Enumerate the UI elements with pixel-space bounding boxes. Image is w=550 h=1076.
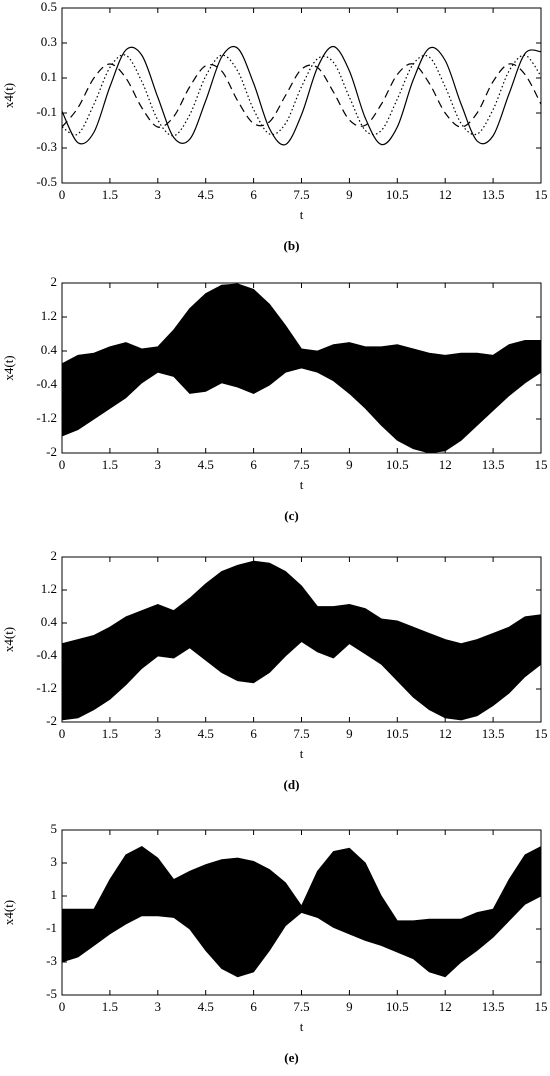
y-tick-label: 1.2: [41, 308, 57, 323]
x-tick-label: 7.5: [293, 726, 309, 741]
y-tick-label: 0.1: [41, 69, 57, 84]
x-tick-label: 3: [155, 457, 162, 472]
x-tick-label: 4.5: [198, 999, 214, 1014]
x-tick-label: 15: [535, 726, 548, 741]
panel-caption: (d): [284, 777, 300, 792]
x-tick-label: 13.5: [482, 187, 505, 202]
y-tick-label: -1: [46, 920, 57, 935]
y-axis-label: x4(t): [1, 355, 16, 380]
band: [61, 560, 542, 721]
x-tick-label: 12: [439, 726, 452, 741]
y-tick-label: -0.4: [36, 647, 57, 662]
band: [61, 283, 542, 454]
x-tick-label: 1.5: [102, 187, 118, 202]
x-tick-label: 6: [250, 187, 257, 202]
y-tick-label: -0.5: [36, 174, 57, 189]
x-tick-label: 10.5: [386, 457, 409, 472]
panel-caption: (c): [284, 508, 298, 523]
x-tick-label: 13.5: [482, 457, 505, 472]
y-tick-label: -0.3: [36, 139, 57, 154]
plot-frame: [61, 7, 542, 184]
x-tick-label: 9: [346, 187, 353, 202]
line: [61, 54, 542, 137]
x-tick-label: 3: [155, 726, 162, 741]
x-tick-label: 0: [59, 187, 66, 202]
x-axis-label: t: [300, 477, 304, 492]
x-tick-label: 12: [439, 999, 452, 1014]
line: [61, 45, 542, 146]
y-axis-label: x4(t): [1, 627, 16, 652]
x-axis-label: t: [300, 1019, 304, 1034]
line: [61, 63, 542, 128]
x-axis-label: t: [300, 746, 304, 761]
y-tick-label: -2: [46, 444, 57, 459]
x-tick-label: 0: [59, 999, 66, 1014]
x-tick-label: 10.5: [386, 999, 409, 1014]
x-tick-label: 9: [346, 999, 353, 1014]
y-tick-label: 0.5: [41, 0, 57, 14]
x-tick-label: 1.5: [102, 726, 118, 741]
x-tick-label: 3: [155, 999, 162, 1014]
y-tick-label: 2: [51, 548, 58, 563]
x-tick-label: 9: [346, 457, 353, 472]
x-tick-label: 1.5: [102, 999, 118, 1014]
x-axis-label: t: [300, 207, 304, 222]
y-axis-label: x4(t): [1, 83, 16, 108]
x-tick-label: 4.5: [198, 457, 214, 472]
y-tick-label: -5: [46, 986, 57, 1001]
y-tick-label: 0.4: [41, 614, 58, 629]
x-tick-label: 6: [250, 457, 257, 472]
x-tick-label: 13.5: [482, 999, 505, 1014]
y-tick-label: 1: [51, 887, 58, 902]
y-tick-label: 5: [51, 821, 58, 836]
y-tick-label: 0.3: [41, 34, 57, 49]
x-tick-label: 7.5: [293, 999, 309, 1014]
y-tick-label: -1.2: [36, 410, 57, 425]
y-tick-label: -0.4: [36, 376, 57, 391]
x-tick-label: 10.5: [386, 726, 409, 741]
x-tick-label: 10.5: [386, 187, 409, 202]
x-tick-label: 12: [439, 187, 452, 202]
y-tick-label: 3: [51, 854, 58, 869]
x-tick-label: 6: [250, 726, 257, 741]
y-tick-label: 1.2: [41, 581, 57, 596]
x-tick-label: 9: [346, 726, 353, 741]
x-tick-label: 7.5: [293, 187, 309, 202]
x-tick-label: 0: [59, 726, 66, 741]
y-tick-label: -0.1: [36, 104, 57, 119]
panel-caption: (b): [284, 238, 300, 253]
x-tick-label: 13.5: [482, 726, 505, 741]
x-tick-label: 3: [155, 187, 162, 202]
y-tick-label: -2: [46, 713, 57, 728]
x-tick-label: 7.5: [293, 457, 309, 472]
x-tick-label: 12: [439, 457, 452, 472]
band: [61, 845, 542, 978]
y-tick-label: -3: [46, 953, 57, 968]
y-tick-label: 2: [51, 274, 58, 289]
x-tick-label: 15: [535, 457, 548, 472]
y-tick-label: 0.4: [41, 342, 58, 357]
x-tick-label: 1.5: [102, 457, 118, 472]
x-tick-label: 6: [250, 999, 257, 1014]
y-axis-label: x4(t): [1, 900, 16, 925]
x-tick-label: 4.5: [198, 187, 214, 202]
panel-caption: (e): [284, 1050, 298, 1065]
x-tick-label: 15: [535, 999, 548, 1014]
x-tick-label: 4.5: [198, 726, 214, 741]
x-tick-label: 15: [535, 187, 548, 202]
x-tick-label: 0: [59, 457, 66, 472]
y-tick-label: -1.2: [36, 680, 57, 695]
